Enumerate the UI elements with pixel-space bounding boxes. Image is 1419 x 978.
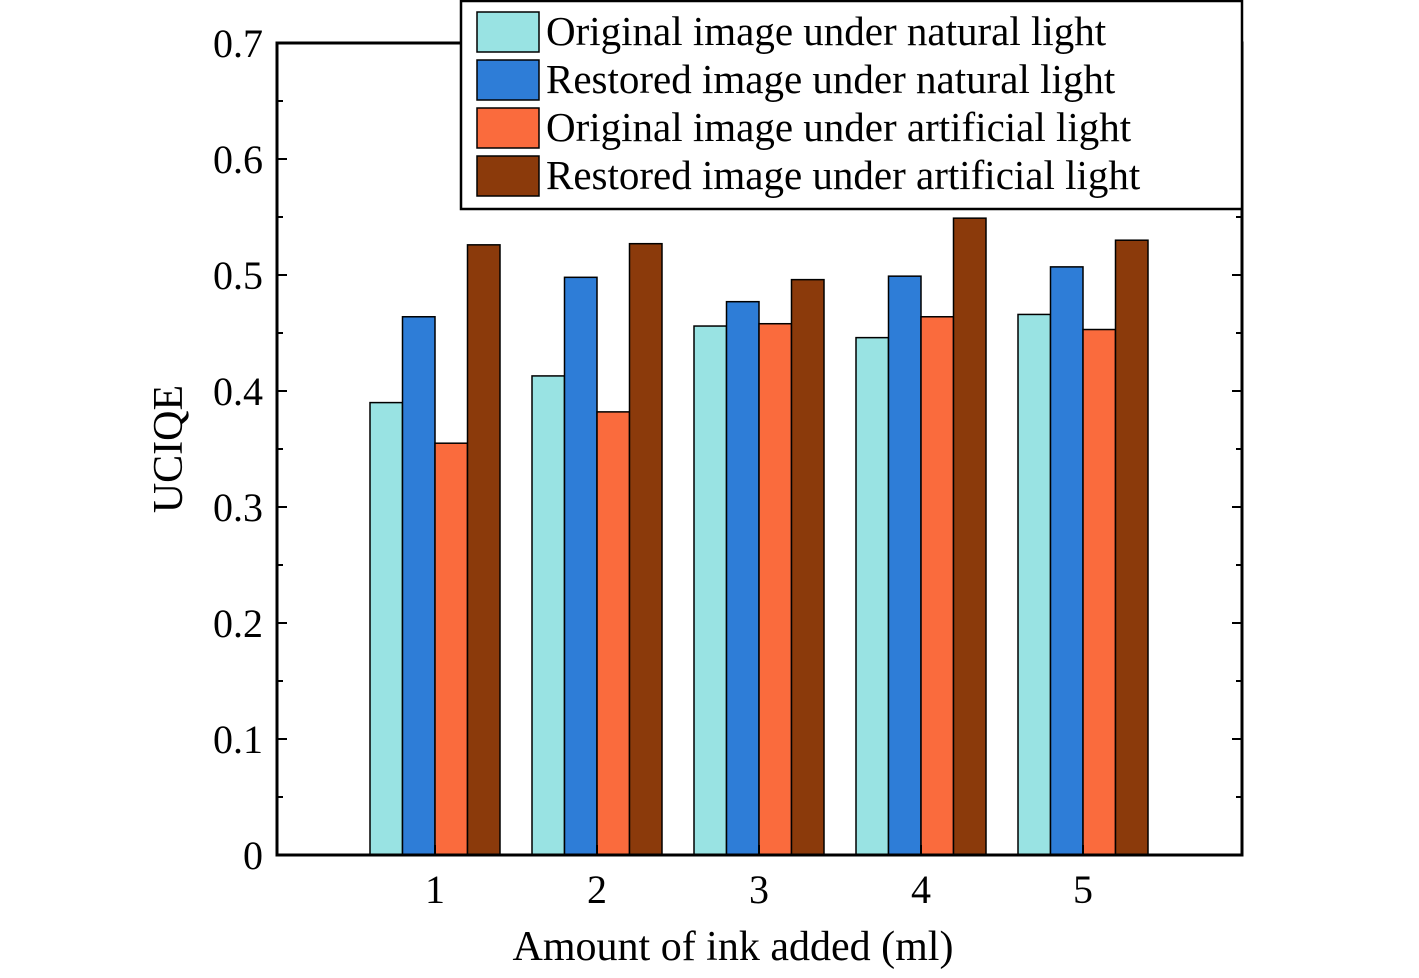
bar-series3-cat1 bbox=[434, 442, 469, 856]
bar-series2-cat5 bbox=[1049, 266, 1084, 856]
bar-series2-cat2 bbox=[563, 276, 598, 856]
x-tick-label: 5 bbox=[1073, 867, 1093, 912]
bar-series3-cat5 bbox=[1082, 328, 1117, 856]
bars-layer bbox=[369, 217, 1149, 856]
legend-label: Original image under natural light bbox=[546, 8, 1107, 54]
bar-series4-cat5 bbox=[1114, 239, 1149, 856]
y-tick-label: 0.7 bbox=[213, 21, 263, 66]
bar-series3-cat3 bbox=[758, 322, 793, 856]
legend-label: Restored image under artificial light bbox=[546, 152, 1141, 198]
bar-series1-cat4 bbox=[855, 336, 890, 856]
x-tick-label: 1 bbox=[425, 867, 445, 912]
x-tick-label: 2 bbox=[587, 867, 607, 912]
y-axis-title: UCIQE bbox=[146, 385, 192, 513]
x-axis-title: Amount of ink added (ml) bbox=[513, 924, 954, 970]
legend-label: Original image under artificial light bbox=[546, 104, 1132, 150]
bar-series2-cat1 bbox=[401, 316, 436, 856]
bar-series4-cat1 bbox=[466, 244, 501, 856]
y-axis-ticks: 0 0.1 0.2 0.3 0.4 0.5 0.6 0.7 bbox=[213, 21, 1242, 878]
bar-series1-cat5 bbox=[1017, 313, 1052, 856]
legend-swatch bbox=[476, 11, 540, 53]
bar-series4-cat4 bbox=[952, 217, 987, 856]
y-tick-label: 0.1 bbox=[213, 717, 263, 762]
legend-swatch bbox=[476, 59, 540, 101]
y-tick-label: 0 bbox=[243, 833, 263, 878]
bar-series2-cat3 bbox=[725, 300, 760, 856]
legend-swatch bbox=[476, 107, 540, 149]
legend-swatch bbox=[476, 155, 540, 197]
x-tick-label: 4 bbox=[911, 867, 931, 912]
bar-series1-cat1 bbox=[369, 401, 404, 856]
y-tick-label: 0.4 bbox=[213, 369, 263, 414]
x-axis-ticks: 1 2 3 4 5 bbox=[425, 845, 1093, 912]
y-tick-label: 0.6 bbox=[213, 137, 263, 182]
y-tick-label: 0.5 bbox=[213, 253, 263, 298]
x-tick-label: 3 bbox=[749, 867, 769, 912]
bar-series3-cat4 bbox=[920, 316, 955, 856]
bar-series1-cat2 bbox=[531, 375, 566, 856]
bar-series3-cat2 bbox=[596, 411, 631, 856]
bar-series1-cat3 bbox=[693, 325, 728, 856]
bar-series4-cat2 bbox=[628, 242, 663, 856]
bar-series4-cat3 bbox=[790, 278, 825, 856]
y-tick-label: 0.3 bbox=[213, 485, 263, 530]
y-tick-label: 0.2 bbox=[213, 601, 263, 646]
bar-series2-cat4 bbox=[887, 275, 922, 856]
legend-label: Restored image under natural light bbox=[546, 56, 1116, 102]
legend: Original image under natural lightRestor… bbox=[459, 0, 1244, 211]
legend-box bbox=[459, 0, 1244, 211]
